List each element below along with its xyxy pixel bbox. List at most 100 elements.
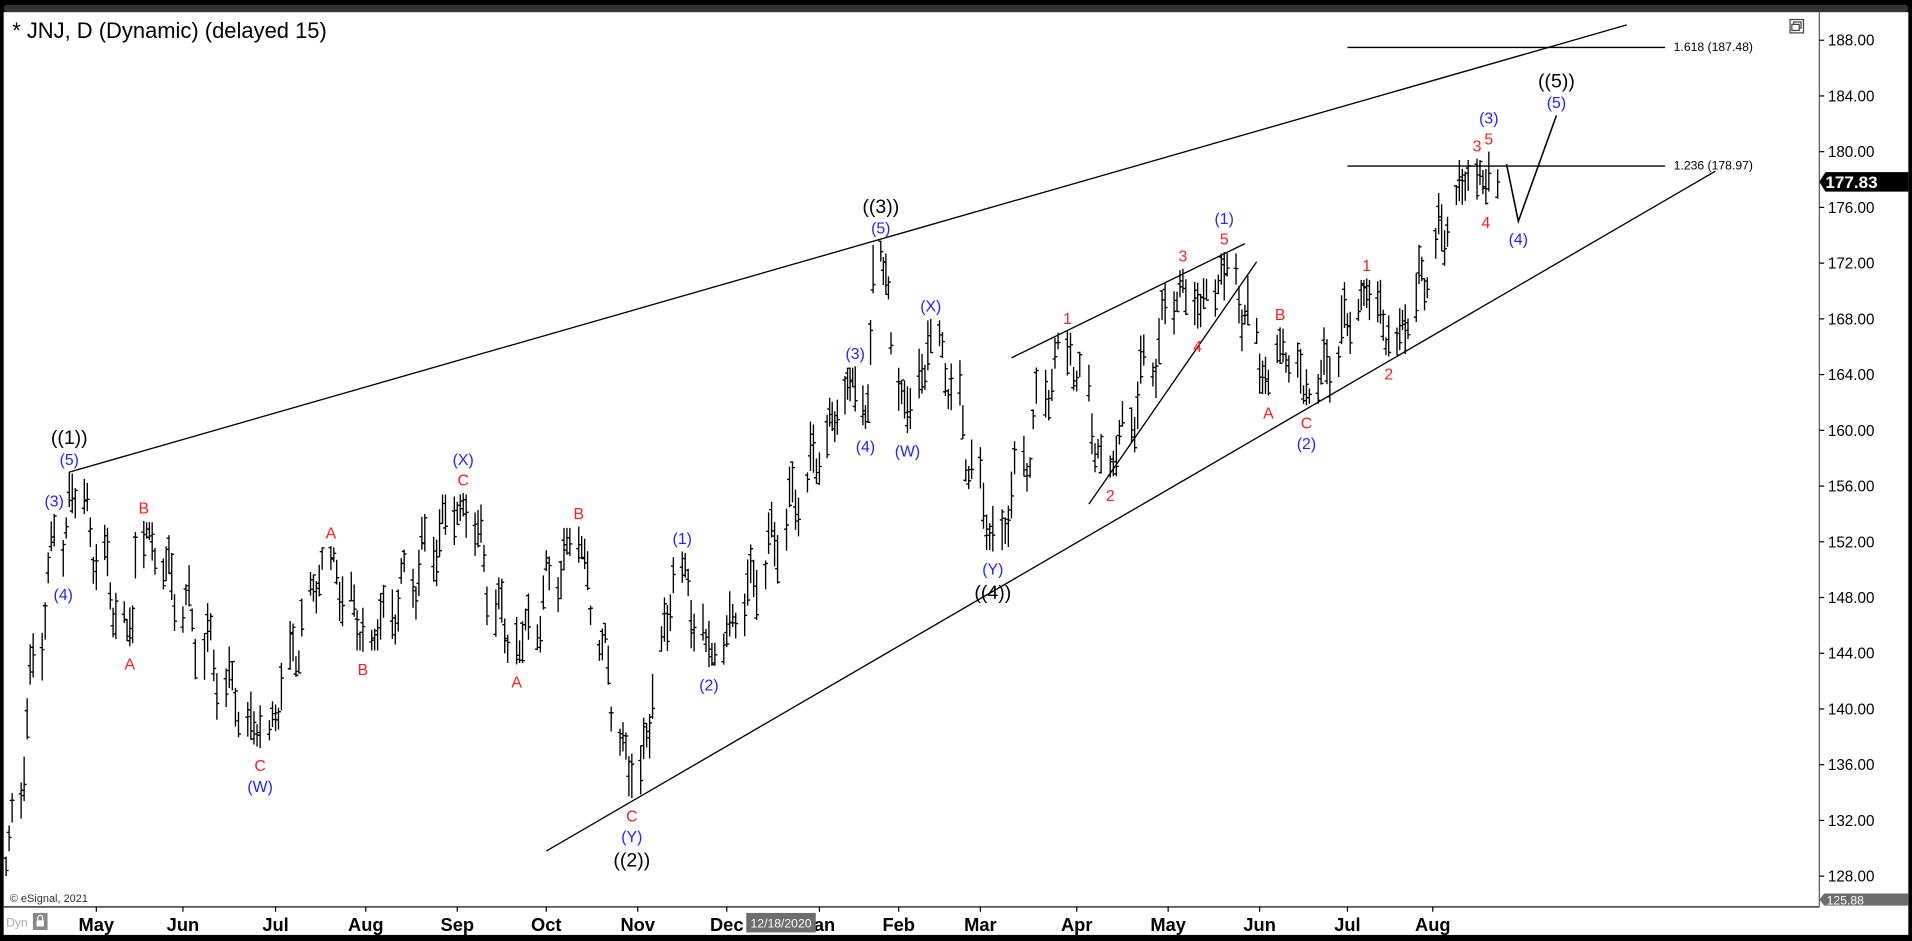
price-bar: [784, 508, 789, 551]
lock-icon[interactable]: [32, 912, 48, 931]
x-tick-label: May: [79, 914, 115, 935]
price-bar: [966, 466, 972, 490]
price-bar: [141, 520, 147, 569]
y-tick-label: 128.00: [1828, 869, 1875, 886]
last-price-value: 177.83: [1825, 173, 1877, 192]
price-bar: [1283, 352, 1289, 373]
wave-label: (5): [1547, 95, 1566, 112]
price-bar: [644, 723, 650, 748]
price-bar: [1254, 317, 1260, 345]
price-bar: [745, 559, 751, 606]
price-bar: [602, 622, 608, 644]
diagonal-upper-line[interactable]: [1011, 243, 1246, 359]
price-bar: [6, 825, 12, 852]
price-bar: [808, 421, 813, 472]
price-bar: [928, 318, 934, 354]
price-bar: [664, 604, 670, 652]
price-bar: [328, 545, 334, 571]
price-bar: [24, 698, 30, 740]
price-bar: [354, 610, 360, 651]
price-bar: [81, 478, 87, 515]
wave-label: (5): [60, 452, 79, 469]
price-bar: [1474, 158, 1480, 200]
price-bar: [582, 538, 588, 570]
wave-label: (3): [1479, 111, 1498, 128]
price-bar: [1174, 291, 1180, 313]
price-bar: [72, 488, 78, 519]
price-bar: [257, 705, 263, 748]
wave-label: (Y): [621, 829, 642, 846]
price-bar: [1074, 370, 1080, 392]
price-bar: [1012, 441, 1018, 475]
price-bar: [3, 856, 9, 877]
price-bar: [437, 509, 443, 558]
price-bar: [617, 728, 623, 756]
price-bar: [1453, 185, 1459, 206]
wave-label: B: [139, 501, 150, 518]
price-bar: [18, 782, 24, 819]
price-bar: [1324, 339, 1330, 385]
price-bar: [523, 608, 528, 631]
price-bar: [1462, 171, 1468, 201]
price-bar: [748, 544, 754, 584]
price-bar: [999, 509, 1005, 551]
window-restore-icon[interactable]: [1789, 18, 1805, 34]
x-tick-label: May: [1150, 914, 1186, 935]
price-bar: [579, 536, 585, 560]
price-bar: [144, 522, 150, 539]
price-bar: [662, 597, 667, 642]
price-bar: [558, 560, 564, 600]
price-bar: [9, 793, 15, 823]
price-bar: [1416, 244, 1422, 284]
upper-channel-line[interactable]: [69, 24, 1627, 473]
price-bar: [1277, 327, 1283, 365]
price-bar: [564, 527, 570, 555]
price-bar: [1135, 381, 1141, 430]
price-bar: [1419, 256, 1425, 282]
price-bar: [401, 549, 407, 573]
price-bar: [605, 645, 611, 685]
price-bar: [310, 574, 316, 602]
lower-channel-line[interactable]: [545, 170, 1716, 852]
price-bar: [1394, 327, 1400, 356]
price-bar: [505, 634, 511, 663]
price-bar: [925, 320, 931, 371]
price-bar: [1375, 281, 1381, 323]
price-bar: [1009, 471, 1014, 519]
price-bar: [39, 632, 45, 681]
price-bar: [706, 620, 712, 668]
price-bar: [146, 522, 152, 540]
price-bar: [1162, 282, 1168, 325]
price-bar: [180, 606, 186, 633]
price-bar: [1030, 409, 1036, 430]
wave-label: (Y): [982, 562, 1003, 579]
price-bar: [1215, 274, 1221, 295]
price-bar: [902, 380, 907, 419]
price-bar: [381, 584, 386, 618]
price-bar: [588, 605, 593, 626]
wave-label: (1): [1215, 211, 1234, 228]
price-bar: [1233, 253, 1239, 285]
wave-label: ((2)): [613, 849, 650, 871]
price-bar: [1150, 362, 1156, 387]
price-bar: [534, 624, 540, 650]
price-bar: [236, 711, 241, 738]
price-bar: [520, 621, 525, 663]
y-tick-label: 136.00: [1828, 757, 1875, 774]
price-bar: [1027, 457, 1033, 478]
price-bar: [608, 706, 614, 732]
price-bar: [1445, 216, 1450, 247]
price-bar: [431, 536, 437, 582]
price-bar: [1046, 389, 1052, 421]
x-tick-label: Jul: [1334, 914, 1360, 935]
price-bar: [1055, 332, 1061, 350]
price-bar: [922, 364, 928, 390]
price-bar: [1089, 413, 1095, 455]
chart-background: [3, 12, 1909, 935]
x-tick-label: Jun: [167, 914, 199, 935]
copyright: © eSignal, 2021: [10, 893, 88, 905]
price-bar: [787, 466, 792, 508]
date-tooltip-text: 12/18/2020: [751, 917, 812, 931]
wave-label: (W): [895, 443, 920, 460]
